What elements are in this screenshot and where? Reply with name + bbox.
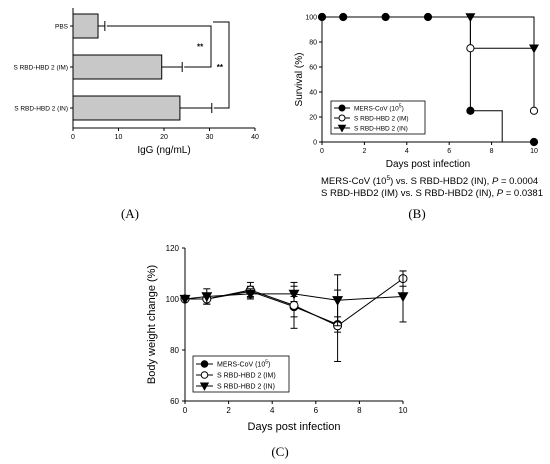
panel-label-b: (B) <box>408 206 425 221</box>
data-point <box>244 289 256 300</box>
x-tick-label: 20 <box>160 134 168 141</box>
legend-label: S RBD-HBD 2 (IN) <box>217 384 275 391</box>
data-point <box>529 44 539 54</box>
series-line <box>322 16 535 49</box>
legend-marker <box>200 360 209 368</box>
legend-marker <box>200 371 209 379</box>
x-tick-label: 4 <box>270 406 275 415</box>
x-tick-label: 6 <box>447 148 451 155</box>
y-tick-label: 120 <box>166 244 180 253</box>
data-point <box>397 292 409 303</box>
panel-label-a: (A) <box>121 206 139 221</box>
x-tick-label: 2 <box>362 148 366 155</box>
x-tick-label: 0 <box>320 148 324 155</box>
category-label: PBS <box>55 24 69 31</box>
data-point <box>529 137 539 147</box>
x-axis-label: Days post infection <box>386 159 471 170</box>
y-tick-label: 80 <box>309 40 317 47</box>
data-point <box>529 106 539 115</box>
data-point <box>201 292 213 303</box>
category-label: S RBD-HBD 2 (IM) <box>13 65 68 72</box>
legend-marker <box>338 104 346 112</box>
y-tick-label: 20 <box>309 115 317 122</box>
legend-marker <box>199 382 210 391</box>
x-tick-label: 8 <box>357 406 362 415</box>
y-tick-label: 100 <box>305 15 317 22</box>
legend-label: S RBD-HBD 2 (IM) <box>354 116 409 123</box>
data-point <box>466 106 475 115</box>
chart-c-body-weight: 0 2 4 6 8 10 60 80 100 120 Days post infection Body… <box>146 244 409 433</box>
chart-a-igg-bar: 0 10 20 30 40 IgG (ng/mL) PBS S RBD-HBD 2 (IM) S… <box>13 8 259 156</box>
x-tick-label: 2 <box>226 406 231 415</box>
panel-label-c: (C) <box>271 444 288 459</box>
series-line <box>184 293 404 301</box>
data-point <box>179 294 191 305</box>
legend-label: S RBD-HBD 2 (IM) <box>217 373 276 380</box>
x-tick-label: 10 <box>115 134 123 141</box>
data-point <box>288 289 300 300</box>
legend-marker <box>337 124 347 133</box>
legend-label: MERS-CoV (105) <box>217 360 270 369</box>
x-axis-label: Days post infection <box>248 421 341 433</box>
significance-label: ** <box>197 43 204 52</box>
legend-marker <box>338 114 346 122</box>
x-tick-label: 10 <box>399 406 408 415</box>
y-tick-label: 80 <box>170 346 179 355</box>
significance-bracket <box>106 25 212 68</box>
stats-line: MERS-CoV (105) vs. S RBD-HBD2 (IN), P = … <box>321 175 538 187</box>
significance-bracket <box>213 21 230 109</box>
y-tick-label: 100 <box>166 295 180 304</box>
x-tick-label: 4 <box>405 148 409 155</box>
x-tick-label: 8 <box>490 148 494 155</box>
data-point <box>466 44 475 53</box>
significance-label: ** <box>217 63 224 72</box>
data-point <box>332 296 344 306</box>
bar <box>72 13 99 39</box>
x-tick-label: 6 <box>314 406 319 415</box>
y-tick-label: 40 <box>309 90 317 97</box>
x-tick-label: 10 <box>530 148 538 155</box>
y-tick-label: 60 <box>170 397 179 406</box>
y-axis-label: Body weight change (%) <box>146 265 158 384</box>
x-tick-label: 30 <box>206 134 214 141</box>
x-tick-label: 40 <box>251 134 259 141</box>
series-line <box>322 16 535 111</box>
bar <box>72 54 163 80</box>
category-label: S RBD-HBD 2 (IN) <box>14 106 68 113</box>
y-axis-label: Survival (%) <box>294 53 305 107</box>
x-axis-label: IgG (ng/mL) <box>137 145 190 156</box>
data-point <box>289 300 299 310</box>
x-tick-label: 0 <box>183 406 188 415</box>
y-tick-label: 0 <box>313 140 317 147</box>
data-point <box>465 13 476 23</box>
bar <box>72 95 181 121</box>
legend-label: MERS-CoV (105) <box>354 104 404 113</box>
y-tick-label: 60 <box>309 65 317 72</box>
stats-line: S RBD-HBD2 (IM) vs. S RBD-HBD2 (IN), P =… <box>321 188 543 199</box>
legend-label: S RBD-HBD 2 (IN) <box>354 126 408 133</box>
x-tick-label: 0 <box>71 134 75 141</box>
